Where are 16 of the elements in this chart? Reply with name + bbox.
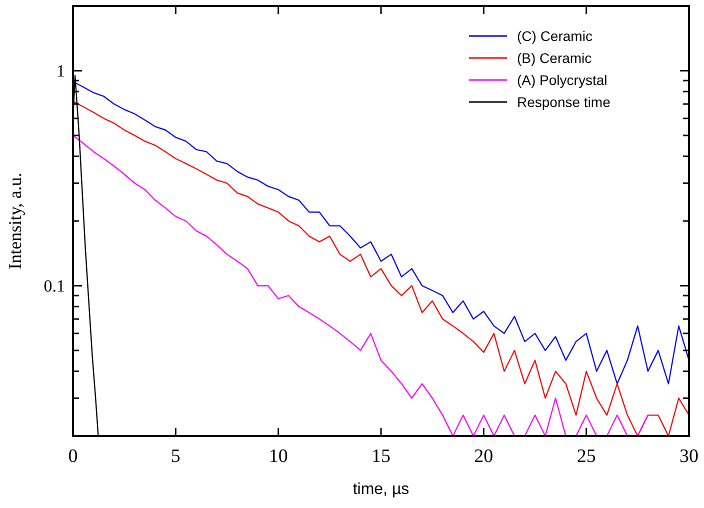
x-tick-label: 25 xyxy=(576,446,596,467)
y-tick-label: 0.1 xyxy=(44,276,65,296)
x-tick-label: 5 xyxy=(170,446,180,467)
line-series xyxy=(73,134,649,436)
legend-label: (B) Ceramic xyxy=(517,50,592,66)
legend-label: (C) Ceramic xyxy=(517,28,592,44)
legend-label: Response time xyxy=(517,94,611,110)
x-axis-title: time, µs xyxy=(352,481,410,498)
y-axis-title: Intensity, a.u. xyxy=(5,172,25,270)
x-tick-label: 10 xyxy=(268,446,288,467)
x-tick-label: 20 xyxy=(474,446,494,467)
x-tick-label: 15 xyxy=(372,446,390,467)
y-tick-label: 1 xyxy=(56,62,65,81)
legend-label: (A) Polycrystal xyxy=(517,72,608,88)
x-tick-label: 0 xyxy=(68,446,78,467)
x-tick-label: 30 xyxy=(680,446,698,467)
